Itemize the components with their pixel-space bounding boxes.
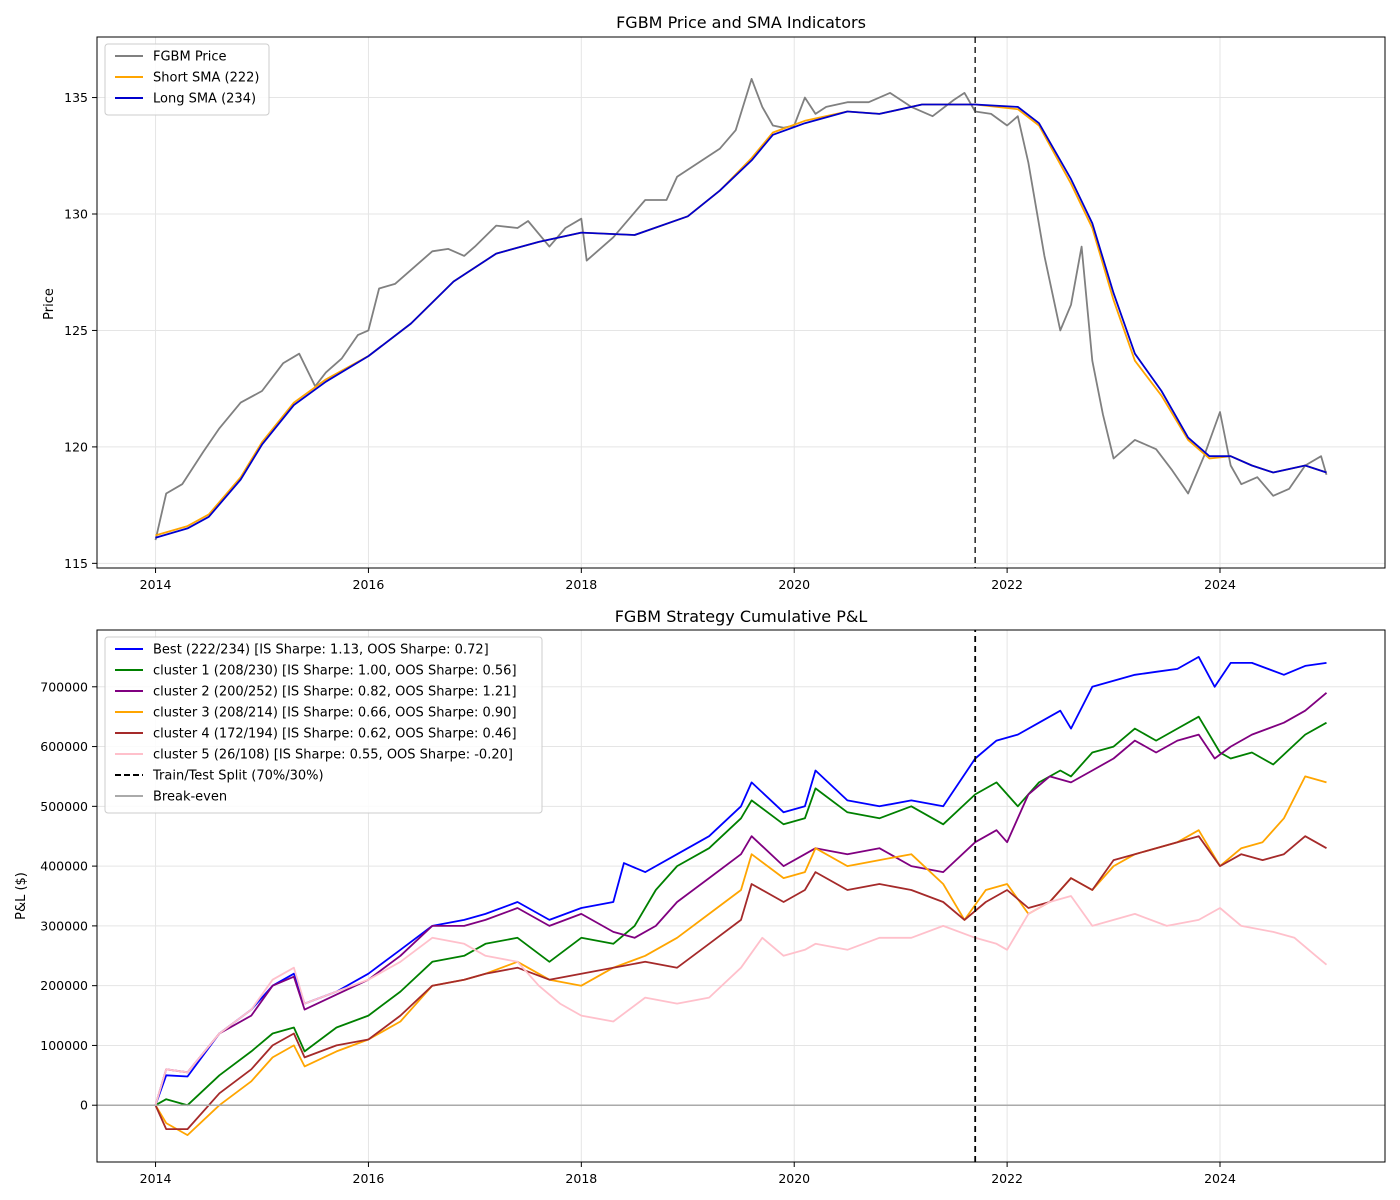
price-xtick-label-5: 2024	[1204, 577, 1236, 592]
pnl-xtick-label-5: 2024	[1204, 1171, 1236, 1186]
price-ytick-label-0: 115	[64, 556, 88, 571]
price-series-line-1	[155, 103, 1327, 537]
pnl-legend-label-5: cluster 5 (26/108) [IS Sharpe: 0.55, OOS…	[153, 748, 513, 763]
pnl-chart-ylabel: P&L ($)	[14, 872, 29, 920]
price-ytick-label-1: 120	[64, 439, 88, 454]
price-chart-panel: FGBM Price and SMA Indicators Price 2014…	[42, 13, 1386, 592]
price-ytick-label-3: 130	[64, 207, 88, 222]
price-plot-area	[154, 78, 1328, 541]
pnl-legend-label-6: Train/Test Split (70%/30%)	[152, 769, 324, 784]
pnl-legend-label-3: cluster 3 (208/214) [IS Sharpe: 0.66, OO…	[153, 706, 517, 721]
pnl-xtick-label-0: 2014	[140, 1171, 172, 1186]
pnl-legend-box	[104, 636, 543, 814]
pnl-legend-label-1: cluster 1 (208/230) [IS Sharpe: 1.00, OO…	[153, 664, 517, 679]
pnl-chart-title: FGBM Strategy Cumulative P&L	[615, 607, 868, 626]
price-series-line-0	[154, 78, 1328, 541]
pnl-legend-label-0: Best (222/234) [IS Sharpe: 1.13, OOS Sha…	[153, 643, 489, 658]
price-legend-label-2: Long SMA (234)	[153, 92, 256, 107]
price-legend: FGBM Price Short SMA (222) Long SMA (234)	[104, 43, 270, 116]
pnl-ytick-label-1: 100000	[40, 1038, 88, 1053]
pnl-series-line-4	[154, 835, 1327, 1130]
pnl-ytick-label-4: 400000	[40, 859, 88, 874]
price-ytick-label-4: 135	[64, 90, 88, 105]
price-ytick-label-2: 125	[64, 323, 88, 338]
pnl-axes-frame	[96, 629, 1386, 1163]
pnl-xtick-label-4: 2022	[991, 1171, 1023, 1186]
pnl-ytick-label-5: 500000	[40, 799, 88, 814]
price-legend-box	[104, 43, 270, 116]
price-legend-label-1: Short SMA (222)	[153, 71, 259, 86]
pnl-xtick-label-1: 2016	[353, 1171, 385, 1186]
price-xtick-label-2: 2018	[565, 577, 597, 592]
pnl-ytick-label-2: 200000	[40, 978, 88, 993]
pnl-series-line-1	[155, 715, 1327, 1107]
pnl-legend-label-4: cluster 4 (172/194) [IS Sharpe: 0.62, OO…	[153, 727, 517, 742]
price-xtick-label-0: 2014	[140, 577, 172, 592]
pnl-plot-area	[97, 630, 1385, 1162]
pnl-series-line-2	[154, 692, 1328, 1106]
price-chart-title: FGBM Price and SMA Indicators	[616, 13, 866, 32]
pnl-chart-panel: FGBM Strategy Cumulative P&L P&L ($) 201…	[14, 607, 1386, 1186]
pnl-ytick-label-7: 700000	[40, 679, 88, 694]
price-xtick-label-3: 2020	[778, 577, 810, 592]
pnl-legend-label-2: cluster 2 (200/252) [IS Sharpe: 0.82, OO…	[153, 685, 517, 700]
pnl-xtick-label-3: 2020	[778, 1171, 810, 1186]
price-series-line-2	[155, 103, 1327, 539]
pnl-ytick-label-3: 300000	[40, 918, 88, 933]
price-axes-frame	[96, 36, 1386, 569]
price-xtick-label-1: 2016	[353, 577, 385, 592]
pnl-legend-label-7: Break-even	[153, 790, 227, 805]
price-legend-label-0: FGBM Price	[153, 50, 227, 65]
price-chart-ylabel: Price	[42, 288, 57, 320]
pnl-legend: Best (222/234) [IS Sharpe: 1.13, OOS Sha…	[104, 636, 543, 814]
pnl-xtick-label-2: 2018	[565, 1171, 597, 1186]
pnl-ytick-label-0: 0	[80, 1098, 88, 1113]
pnl-series-line-5	[154, 895, 1328, 1106]
price-xtick-label-4: 2022	[991, 577, 1023, 592]
pnl-ytick-label-6: 600000	[40, 739, 88, 754]
